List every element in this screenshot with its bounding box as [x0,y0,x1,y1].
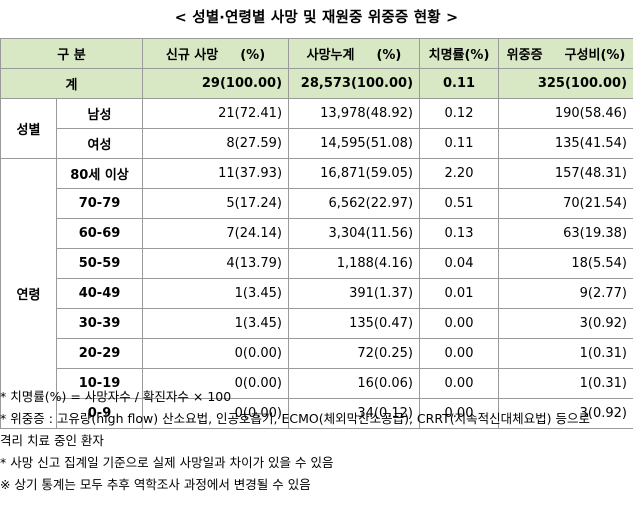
row-label: 0-9 [55,398,144,429]
cell-critical: 3(0.92) [498,308,633,339]
row-label: 20-29 [55,338,144,369]
cell-critical: 9(2.77) [498,278,633,309]
row-label: 50-59 [55,248,144,279]
cell-cum-deaths: 72(0.25) [288,338,421,369]
cell-new-deaths: 0(0.00) [142,398,290,429]
total-fatality: 0.11 [419,68,500,99]
total-cum-deaths: 28,573(100.00) [288,68,421,99]
row-label: 30-39 [55,308,144,339]
cell-fatality: 0.04 [419,248,500,279]
row-label: 70-79 [55,188,144,219]
table-row: 40-49 1(3.45) 391(1.37) 0.01 9(2.77) [1,278,633,309]
cell-cum-deaths: 16,871(59.05) [288,158,421,189]
header-cum-deaths-label: 사망누계 [306,48,355,63]
cell-cum-deaths: 16(0.06) [288,368,421,399]
death-critical-table: 구 분 신규 사망 (%) 사망누계 (%) 치명률(%) 위중증 구성비(%) 계 … [0,38,633,429]
cell-new-deaths: 4(13.79) [142,248,290,279]
table-row: 20-29 0(0.00) 72(0.25) 0.00 1(0.31) [1,338,633,369]
header-category: 구 분 [0,38,144,69]
cell-critical: 1(0.31) [498,338,633,369]
cell-critical: 18(5.54) [498,248,633,279]
footnote: * 위중증 : 고유량(high flow) 산소요법, 인공호흡기, ECMO… [0,411,590,426]
cell-fatality: 0.00 [419,398,500,429]
header-fatality: 치명률(%) [419,38,500,69]
row-label: 40-49 [55,278,144,309]
cell-new-deaths: 11(37.93) [142,158,290,189]
cell-cum-deaths: 1,188(4.16) [288,248,421,279]
cell-critical: 3(0.92) [498,398,633,429]
cell-critical: 157(48.31) [498,158,633,189]
cell-fatality: 0.01 [419,278,500,309]
sex-group-label: 성별 [0,98,57,159]
cell-critical: 70(21.54) [498,188,633,219]
cell-new-deaths: 7(24.14) [142,218,290,249]
cell-new-deaths: 21(72.41) [142,98,290,129]
footnotes: * 치명률(%) = 사망자수 / 확진자수 × 100 * 위중증 : 고유량… [0,386,633,496]
header-cum-deaths: 사망누계 (%) [288,38,421,69]
header-new-deaths-unit: (%) [240,48,266,63]
cell-cum-deaths: 135(0.47) [288,308,421,339]
row-label: 남성 [55,98,144,129]
header-cum-deaths-unit: (%) [376,48,402,63]
cell-cum-deaths: 3,304(11.56) [288,218,421,249]
cell-cum-deaths: 34(0.12) [288,398,421,429]
table-row: 10-19 0(0.00) 16(0.06) 0.00 1(0.31) [1,368,633,399]
table-row: 연령 80세 이상 11(37.93) 16,871(59.05) 2.20 1… [0,158,633,429]
total-new-deaths: 29(100.00) [142,68,290,99]
table-row: 0-9 0(0.00) 34(0.12) 0.00 3(0.92) [1,398,633,429]
cell-cum-deaths: 14,595(51.08) [288,128,421,159]
cell-critical: 1(0.31) [498,368,633,399]
table-row: 60-69 7(24.14) 3,304(11.56) 0.13 63(19.3… [1,218,633,249]
cell-new-deaths: 8(27.59) [142,128,290,159]
table-title: < 성별·연령별 사망 및 재원중 위중증 현황 > [174,10,459,26]
footnote: ※ 상기 통계는 모두 추후 역학조사 과정에서 변경될 수 있음 [0,477,311,492]
table-row: 30-39 1(3.45) 135(0.47) 0.00 3(0.92) [1,308,633,339]
total-critical: 325(100.00) [498,68,633,99]
cell-critical: 63(19.38) [498,218,633,249]
cell-new-deaths: 0(0.00) [142,338,290,369]
row-label: 10-19 [55,368,144,399]
cell-critical: 190(58.46) [498,98,633,129]
table-row: 성별 남성 21(72.41) 13,978(48.92) 0.12 190(5… [0,98,633,159]
total-label: 계 [0,68,144,99]
cell-fatality: 0.00 [419,308,500,339]
cell-fatality: 2.20 [419,158,500,189]
cell-cum-deaths: 13,978(48.92) [288,98,421,129]
cell-new-deaths: 1(3.45) [142,278,290,309]
cell-fatality: 0.51 [419,188,500,219]
cell-fatality: 0.12 [419,98,500,129]
cell-fatality: 0.11 [419,128,500,159]
cell-new-deaths: 1(3.45) [142,308,290,339]
row-label: 여성 [55,128,144,159]
footnote: * 치명률(%) = 사망자수 / 확진자수 × 100 [0,389,232,404]
cell-fatality: 0.13 [419,218,500,249]
row-label: 60-69 [55,218,144,249]
table-row: 여성 8(27.59) 14,595(51.08) 0.11 135(41.54… [1,128,633,159]
table-row: 70-79 5(17.24) 6,562(22.97) 0.51 70(21.5… [1,188,633,219]
footnote: * 사망 신고 집계일 기준으로 실제 사망일과 차이가 있을 수 있음 [0,455,334,470]
row-label: 80세 이상 [55,158,144,189]
header-new-deaths: 신규 사망 (%) [142,38,290,69]
cell-critical: 135(41.54) [498,128,633,159]
table-header-row: 구 분 신규 사망 (%) 사망누계 (%) 치명률(%) 위중증 구성비(%) [0,38,633,69]
header-critical-label: 위중증 [506,48,543,63]
header-critical-unit: 구성비(%) [564,48,626,63]
cell-new-deaths: 5(17.24) [142,188,290,219]
age-group-label: 연령 [0,158,57,429]
cell-cum-deaths: 6,562(22.97) [288,188,421,219]
table-row: 50-59 4(13.79) 1,188(4.16) 0.04 18(5.54) [1,248,633,279]
cell-cum-deaths: 391(1.37) [288,278,421,309]
header-critical: 위중증 구성비(%) [498,38,633,69]
header-new-deaths-label: 신규 사망 [165,48,219,63]
cell-fatality: 0.00 [419,338,500,369]
footnote: 격리 치료 중인 환자 [0,433,104,448]
total-row: 계 29(100.00) 28,573(100.00) 0.11 325(100… [0,68,633,99]
